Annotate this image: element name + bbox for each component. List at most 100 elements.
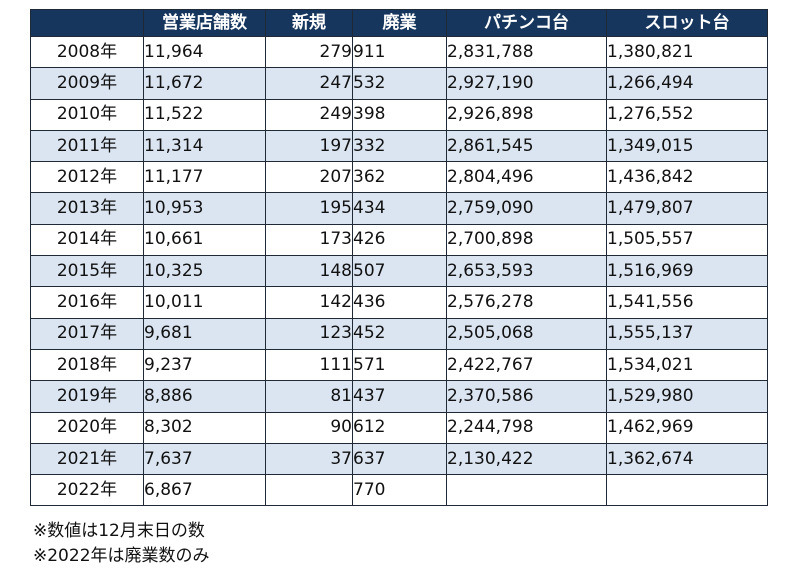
cell-pachinko: 2,244,798 [446,411,607,444]
cell-slot: 1,529,980 [606,380,768,413]
cell-new: 148 [265,255,353,288]
table-row: 2019年 8,886 81 437 2,370,586 1,529,980 [30,380,768,413]
header-stores: 営業店舗数 [143,9,266,37]
table-row: 2016年 10,011 142 436 2,576,278 1,541,556 [30,286,768,319]
table-row: 2021年 7,637 37 637 2,130,422 1,362,674 [30,442,768,476]
cell-slot: 1,276,552 [606,98,768,131]
cell-year: 2012年 [30,161,144,194]
cell-new: 279 [265,35,353,69]
cell-slot: 1,380,821 [606,35,768,69]
cell-new: 90 [265,411,353,444]
footnote-date: ※数値は12月末日の数 [33,521,205,541]
cell-closed: 437 [352,380,447,413]
table-row: 2012年 11,177 207 362 2,804,496 1,436,842 [30,161,768,194]
cell-stores: 8,302 [143,411,266,444]
cell-pachinko: 2,370,586 [446,380,607,413]
cell-stores: 11,177 [143,161,266,194]
table-row: 2014年 10,661 173 426 2,700,898 1,505,557 [30,223,768,257]
cell-pachinko: 2,505,068 [446,317,607,350]
cell-new: 247 [265,67,353,100]
cell-closed: 507 [352,255,447,288]
cell-pachinko: 2,926,898 [446,98,607,131]
cell-year: 2009年 [30,67,144,100]
cell-stores: 9,237 [143,348,266,382]
cell-closed: 571 [352,348,447,382]
cell-year: 2019年 [30,380,144,413]
cell-stores: 11,522 [143,98,266,131]
cell-pachinko: 2,927,190 [446,67,607,100]
cell-year: 2018年 [30,348,144,382]
header-pachinko: パチンコ台 [446,9,607,37]
cell-pachinko: 2,831,788 [446,35,607,69]
cell-slot: 1,505,557 [606,223,768,257]
cell-closed: 398 [352,98,447,131]
table-row: 2018年 9,237 111 571 2,422,767 1,534,021 [30,348,768,382]
cell-pachinko: 2,759,090 [446,192,607,225]
header-year [30,9,144,37]
cell-slot: 1,436,842 [606,161,768,194]
cell-closed: 532 [352,67,447,100]
cell-slot: 1,479,807 [606,192,768,225]
cell-slot: 1,362,674 [606,442,768,476]
cell-slot: 1,516,969 [606,255,768,288]
cell-new: 81 [265,380,353,413]
cell-closed: 362 [352,161,447,194]
cell-new: 207 [265,161,353,194]
cell-stores: 11,672 [143,67,266,100]
cell-year: 2022年 [30,474,144,507]
cell-pachinko: 2,130,422 [446,442,607,476]
cell-stores: 6,867 [143,474,266,507]
cell-pachinko: 2,653,593 [446,255,607,288]
cell-closed: 436 [352,286,447,319]
cell-pachinko: 2,422,767 [446,348,607,382]
cell-slot: 1,555,137 [606,317,768,350]
cell-pachinko [446,474,607,507]
cell-new: 111 [265,348,353,382]
cell-new: 37 [265,442,353,476]
cell-slot: 1,534,021 [606,348,768,382]
footnotes: ※数値は12月末日の数 ※2022年は廃業数のみ [33,519,210,569]
cell-closed: 911 [352,35,447,69]
cell-closed: 612 [352,411,447,444]
cell-stores: 10,325 [143,255,266,288]
table-row: 2008年 11,964 279 911 2,831,788 1,380,821 [30,35,768,69]
cell-new: 123 [265,317,353,350]
cell-closed: 426 [352,223,447,257]
cell-year: 2020年 [30,411,144,444]
cell-stores: 10,661 [143,223,266,257]
cell-closed: 434 [352,192,447,225]
cell-pachinko: 2,861,545 [446,129,607,163]
cell-stores: 10,953 [143,192,266,225]
cell-stores: 10,011 [143,286,266,319]
header-slot: スロット台 [606,9,768,37]
cell-new: 249 [265,98,353,131]
table-body: 2008年 11,964 279 911 2,831,788 1,380,821 2009年… [30,35,768,507]
cell-slot [606,474,768,507]
cell-year: 2017年 [30,317,144,350]
stats-table: 営業店舗数 新規 廃業 パチンコ台 スロット台 2008年 11,964 279 91… [30,9,768,507]
cell-year: 2008年 [30,35,144,69]
cell-closed: 452 [352,317,447,350]
cell-stores: 8,886 [143,380,266,413]
table-row: 2017年 9,681 123 452 2,505,068 1,555,137 [30,317,768,350]
cell-new: 197 [265,129,353,163]
table-row: 2022年 6,867 770 [30,474,768,507]
table-row: 2015年 10,325 148 507 2,653,593 1,516,969 [30,255,768,288]
cell-closed: 332 [352,129,447,163]
cell-slot: 1,266,494 [606,67,768,100]
cell-year: 2010年 [30,98,144,131]
table-row: 2013年 10,953 195 434 2,759,090 1,479,807 [30,192,768,225]
cell-year: 2014年 [30,223,144,257]
cell-slot: 1,541,556 [606,286,768,319]
cell-year: 2011年 [30,129,144,163]
header-row: 営業店舗数 新規 廃業 パチンコ台 スロット台 [30,9,768,37]
cell-new: 173 [265,223,353,257]
cell-new: 195 [265,192,353,225]
footnote-2022: ※2022年は廃業数のみ [33,546,210,566]
cell-closed: 637 [352,442,447,476]
cell-pachinko: 2,576,278 [446,286,607,319]
cell-closed: 770 [352,474,447,507]
header-new: 新規 [265,9,353,37]
table-row: 2020年 8,302 90 612 2,244,798 1,462,969 [30,411,768,444]
cell-stores: 11,964 [143,35,266,69]
